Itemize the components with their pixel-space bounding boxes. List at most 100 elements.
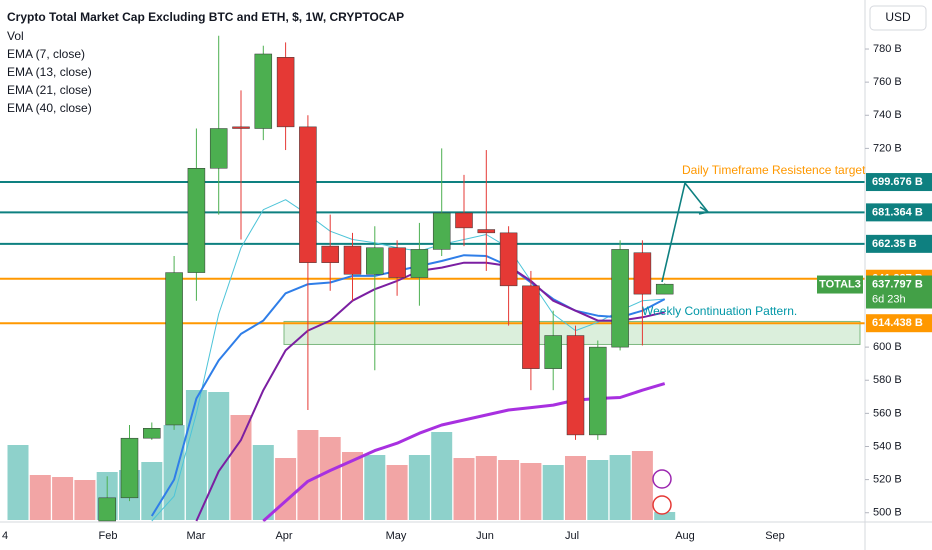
volume-bar [163, 425, 185, 520]
annotation: Weekly Continuation Pattern. [642, 304, 797, 318]
level-label-box [866, 173, 932, 192]
volume-bar [141, 462, 163, 520]
legend-entry: Vol [7, 29, 24, 43]
candle-body [165, 272, 183, 426]
candle-body [187, 168, 206, 273]
candle-body [410, 249, 429, 278]
candle-body [98, 497, 116, 522]
level-label: 662.35 B [872, 238, 917, 250]
arrow-head [698, 206, 711, 215]
candle-body [566, 335, 585, 436]
volume-bar [29, 475, 51, 520]
level-label: 614.438 B [872, 317, 923, 329]
volume-bar [52, 477, 74, 520]
x-tick-label: Feb [99, 530, 118, 542]
volume-bar [7, 445, 29, 520]
volume-bar [587, 460, 609, 520]
candle-body [432, 212, 451, 250]
overlay [652, 181, 711, 515]
x-tick-label: Sep [765, 530, 785, 542]
level-label: 699.676 B [872, 176, 923, 188]
level-label-box [866, 234, 932, 253]
volume-bar [74, 480, 96, 520]
candle-body [499, 232, 518, 287]
last-price-box [866, 275, 932, 309]
candle-body [633, 252, 652, 295]
y-tick-label: 580 B [873, 374, 902, 386]
candle-body [655, 283, 674, 295]
level-label-box [866, 203, 932, 222]
volume-bar [431, 432, 453, 520]
candle-body [343, 245, 362, 275]
x-tick-label: Jun [476, 530, 494, 542]
legend-entry: EMA (21, close) [7, 83, 92, 97]
last-price-label: 637.797 B [872, 278, 923, 290]
currency-button[interactable] [869, 5, 927, 31]
ema-line [151, 199, 665, 522]
legend-entry: EMA (40, close) [7, 101, 92, 115]
volume-bar [631, 451, 653, 520]
candle-body [589, 346, 607, 436]
price-axis: 500 B 520 B 540 B 560 B 580 B 600 B 720 B 740 B… [817, 43, 932, 519]
x-tick-label: May [386, 530, 407, 542]
volume-bar [386, 465, 408, 520]
candle-body [143, 428, 161, 439]
y-tick-label: 520 B [873, 474, 902, 486]
y-tick-label: 780 B [873, 43, 902, 55]
volume-bar [609, 455, 631, 520]
candle-body [232, 126, 250, 129]
countdown-label: 6d 23h [872, 293, 906, 305]
candle-body [254, 53, 273, 129]
x-tick-label: Mar [187, 530, 206, 542]
candle-body [276, 57, 295, 128]
y-tick-label: 560 B [873, 407, 902, 419]
x-tick-label: Aug [675, 530, 695, 542]
candle-body [477, 229, 496, 234]
x-tick-label: 4 [2, 530, 8, 542]
x-tick-label: Apr [275, 530, 292, 542]
volume-bar [297, 430, 319, 520]
volume-bar [654, 512, 676, 520]
level-label-box [866, 314, 932, 333]
chart-title: Crypto Total Market Cap Excluding BTC an… [7, 10, 404, 24]
candle-body [366, 247, 384, 275]
candle-body [611, 249, 629, 348]
candle-body [388, 247, 406, 278]
annotation: Daily Timeframe Resistence target [682, 163, 866, 177]
volume-bar [342, 452, 363, 520]
projection-arrow [661, 181, 709, 283]
y-tick-label: 600 B [873, 341, 902, 353]
x-tick-label: Jul [565, 530, 579, 542]
plot-area [0, 35, 865, 522]
volume-bar [364, 455, 386, 520]
volume-bar [185, 390, 207, 520]
volume-bar [252, 445, 274, 520]
event-icon[interactable] [652, 469, 672, 489]
volume-bar [275, 458, 297, 520]
y-tick-label: 500 B [873, 507, 902, 519]
ema-line [195, 261, 665, 522]
event-icon[interactable] [652, 495, 672, 515]
y-tick-label: 720 B [873, 142, 902, 154]
volume-bar [208, 392, 230, 520]
level-label: 681.364 B [872, 206, 923, 218]
candle-body [522, 285, 540, 369]
symbol-label: TOTAL3 [819, 278, 861, 290]
volume-bar [319, 437, 341, 520]
volume-bar [408, 455, 430, 520]
volume-bar [542, 465, 564, 520]
candle-body [120, 437, 139, 499]
y-tick-label: 760 B [873, 76, 902, 88]
y-tick-label: 540 B [873, 440, 902, 452]
candle-body [299, 126, 317, 263]
candle-body [455, 212, 473, 229]
candle-body [321, 245, 339, 263]
volume-bar [565, 456, 586, 520]
volume-bar [520, 463, 542, 520]
legend-entry: EMA (7, close) [7, 47, 85, 61]
volume-bar [475, 456, 497, 520]
currency-label: USD [885, 10, 911, 24]
volume-bar [498, 460, 520, 520]
candle-body [209, 128, 228, 169]
